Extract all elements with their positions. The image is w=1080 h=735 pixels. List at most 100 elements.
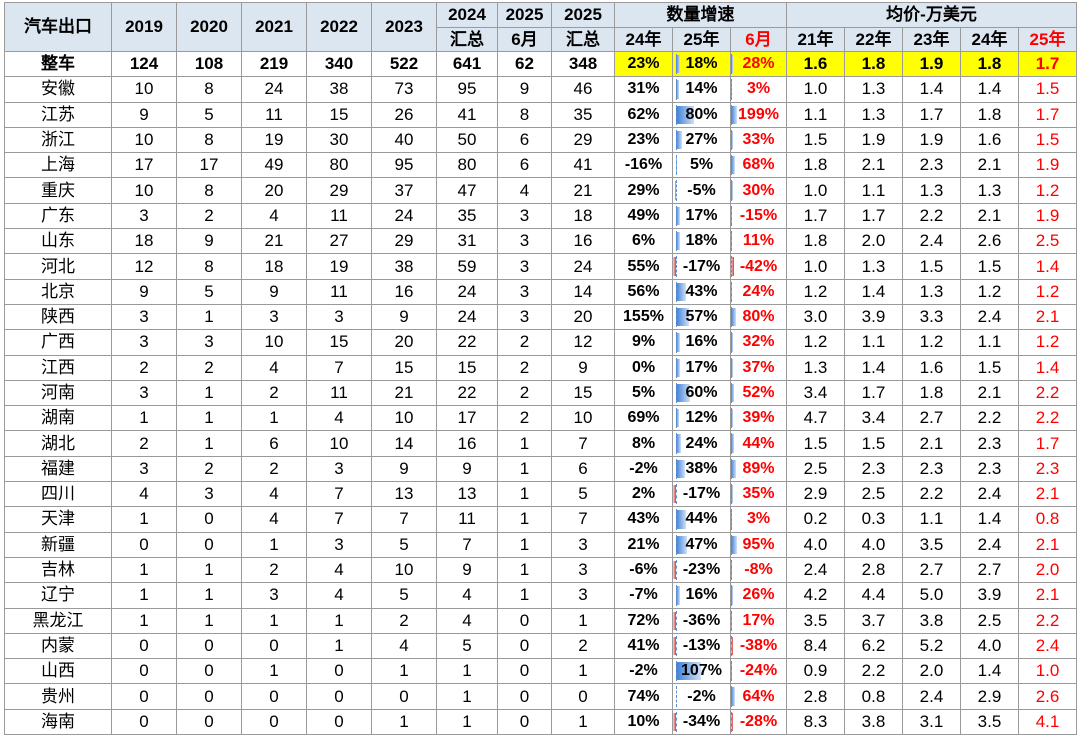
growth-bar: [675, 510, 686, 529]
volume-cell: 0: [241, 683, 307, 710]
growth-2024-cell: -6%: [614, 556, 673, 584]
volume-cell: 1: [306, 607, 372, 634]
growth-bar: [675, 333, 680, 352]
table-row: 新疆 0 0 1 3 5 7 1 3 21% 47% 95% 4.0 4.0 3.5 2.4 2.1: [4, 531, 1078, 558]
price-cell: 1.7: [786, 202, 845, 230]
region-name: 浙江: [4, 126, 112, 154]
bar-axis: [731, 129, 732, 151]
price-group-header: 均价-万美元: [785, 2, 1078, 28]
volume-cell: 1: [497, 531, 552, 558]
volume-cell: 3: [306, 455, 372, 483]
volume-cell: 641: [436, 50, 498, 78]
growth-bar: [675, 662, 701, 681]
bar-axis: [731, 610, 732, 631]
volume-cell: 1: [176, 556, 242, 584]
volume-cell: 0: [176, 683, 242, 710]
growth-col-header: 24年: [614, 27, 673, 52]
price-cell: 1.3: [902, 278, 961, 305]
price-cell: 1.5: [844, 430, 903, 457]
growth-bar: [675, 383, 690, 403]
volume-cell: 19: [241, 126, 307, 154]
bar-axis: [675, 281, 677, 302]
volume-cell: 0: [241, 708, 307, 735]
volume-cell: 522: [371, 50, 437, 78]
y2024-total-subheader: 汇总: [436, 27, 498, 52]
price-cell: 3.5: [786, 607, 845, 634]
growth-bar: [731, 485, 734, 504]
price-cell: 2.3: [1017, 455, 1078, 483]
price-cell: 1.2: [960, 278, 1019, 305]
volume-cell: 0: [371, 683, 437, 710]
bar-axis: [731, 357, 732, 378]
price-cell: 1.2: [1017, 177, 1078, 204]
volume-cell: 2: [241, 556, 307, 584]
volume-cell: 4: [436, 607, 498, 634]
region-name: 广东: [4, 202, 112, 230]
growth-2024-cell: -7%: [614, 582, 673, 609]
volume-cell: 24: [241, 76, 307, 103]
growth-value: -5%: [687, 181, 716, 199]
bar-axis: [731, 79, 732, 100]
growth-col-header: 6月: [730, 27, 787, 52]
price-cell: 2.5: [960, 607, 1019, 634]
price-cell: 4.4: [844, 582, 903, 609]
growth-2024-cell: 23%: [614, 50, 673, 78]
price-cell: 2.7: [902, 556, 961, 584]
price-cell: 2.8: [844, 556, 903, 584]
volume-cell: 219: [241, 50, 307, 78]
price-cell: 2.1: [1017, 582, 1078, 609]
volume-cell: 22: [436, 379, 498, 407]
volume-cell: 3: [497, 253, 552, 280]
bar-axis: [675, 408, 677, 429]
growth-june-cell: 30%: [730, 177, 787, 204]
volume-cell: 3: [176, 329, 242, 356]
growth-bar: [731, 687, 735, 706]
volume-cell: 1: [497, 430, 552, 457]
volume-cell: 24: [436, 303, 498, 331]
volume-cell: 13: [371, 481, 437, 508]
price-cell: 1.2: [1017, 329, 1078, 356]
volume-cell: 17: [436, 405, 498, 432]
price-cell: 2.3: [902, 152, 961, 179]
volume-cell: 1: [436, 683, 498, 710]
price-cell: 1.5: [1017, 76, 1078, 103]
growth-value: 47%: [685, 535, 718, 553]
volume-cell: 41: [436, 101, 498, 128]
price-cell: 1.8: [844, 50, 903, 78]
volume-cell: 1: [551, 708, 615, 735]
price-cell: 2.0: [1017, 556, 1078, 584]
growth-2025-cell: -17%: [672, 481, 731, 508]
growth-value: 37%: [742, 358, 775, 376]
growth-2024-cell: 72%: [614, 607, 673, 634]
price-cell: 3.1: [902, 708, 961, 735]
growth-value: 18%: [685, 232, 718, 250]
price-cell: 1.0: [786, 177, 845, 204]
price-cell: 2.1: [1017, 303, 1078, 331]
growth-bar: [731, 459, 737, 479]
growth-2025-cell: 17%: [672, 354, 731, 381]
price-cell: 1.4: [844, 354, 903, 381]
volume-cell: 16: [436, 430, 498, 457]
growth-value: 18%: [685, 55, 718, 73]
volume-cell: 4: [241, 506, 307, 533]
y2024-total-header: 2024: [436, 2, 498, 28]
volume-cell: 15: [371, 354, 437, 381]
y2025-total-subheader: 汇总: [551, 27, 615, 52]
growth-value: 33%: [742, 131, 775, 149]
growth-value: -17%: [682, 257, 721, 275]
growth-bar: [673, 636, 676, 656]
price-cell: 2.5: [786, 455, 845, 483]
volume-cell: 9: [111, 278, 177, 305]
volume-cell: 1: [551, 607, 615, 634]
growth-june-cell: -38%: [730, 632, 787, 660]
growth-2025-cell: 16%: [672, 582, 731, 609]
growth-2024-cell: -16%: [614, 152, 673, 179]
growth-bar: [731, 586, 733, 605]
volume-cell: 38: [371, 253, 437, 280]
price-cell: 2.8: [786, 683, 845, 710]
price-cell: 1.8: [786, 152, 845, 179]
growth-june-cell: 39%: [730, 405, 787, 432]
volume-cell: 16: [371, 278, 437, 305]
volume-cell: 21: [371, 379, 437, 407]
volume-cell: 8: [176, 177, 242, 204]
